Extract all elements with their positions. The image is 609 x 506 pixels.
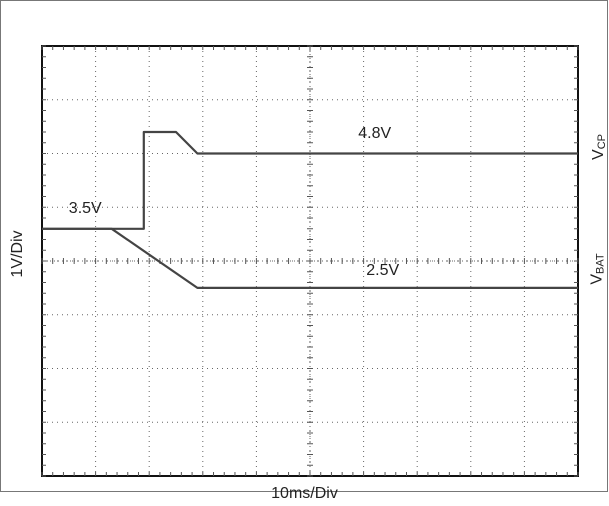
series-vbat-trace bbox=[42, 227, 578, 289]
series-label-vcp: VCP bbox=[589, 133, 608, 160]
grid bbox=[41, 45, 579, 477]
annotation-vcp-level: 4.8V bbox=[358, 124, 392, 142]
y-axis-label: 1V/Div bbox=[9, 230, 26, 278]
traces bbox=[42, 130, 578, 289]
x-axis-label: 10ms/Div bbox=[271, 485, 338, 502]
annotation-initial-level: 3.5V bbox=[68, 199, 102, 217]
annotation-vbat-level: 2.5V bbox=[366, 261, 400, 279]
series-label-vbat: VBAT bbox=[588, 253, 607, 285]
series-vcp-trace bbox=[42, 130, 578, 230]
